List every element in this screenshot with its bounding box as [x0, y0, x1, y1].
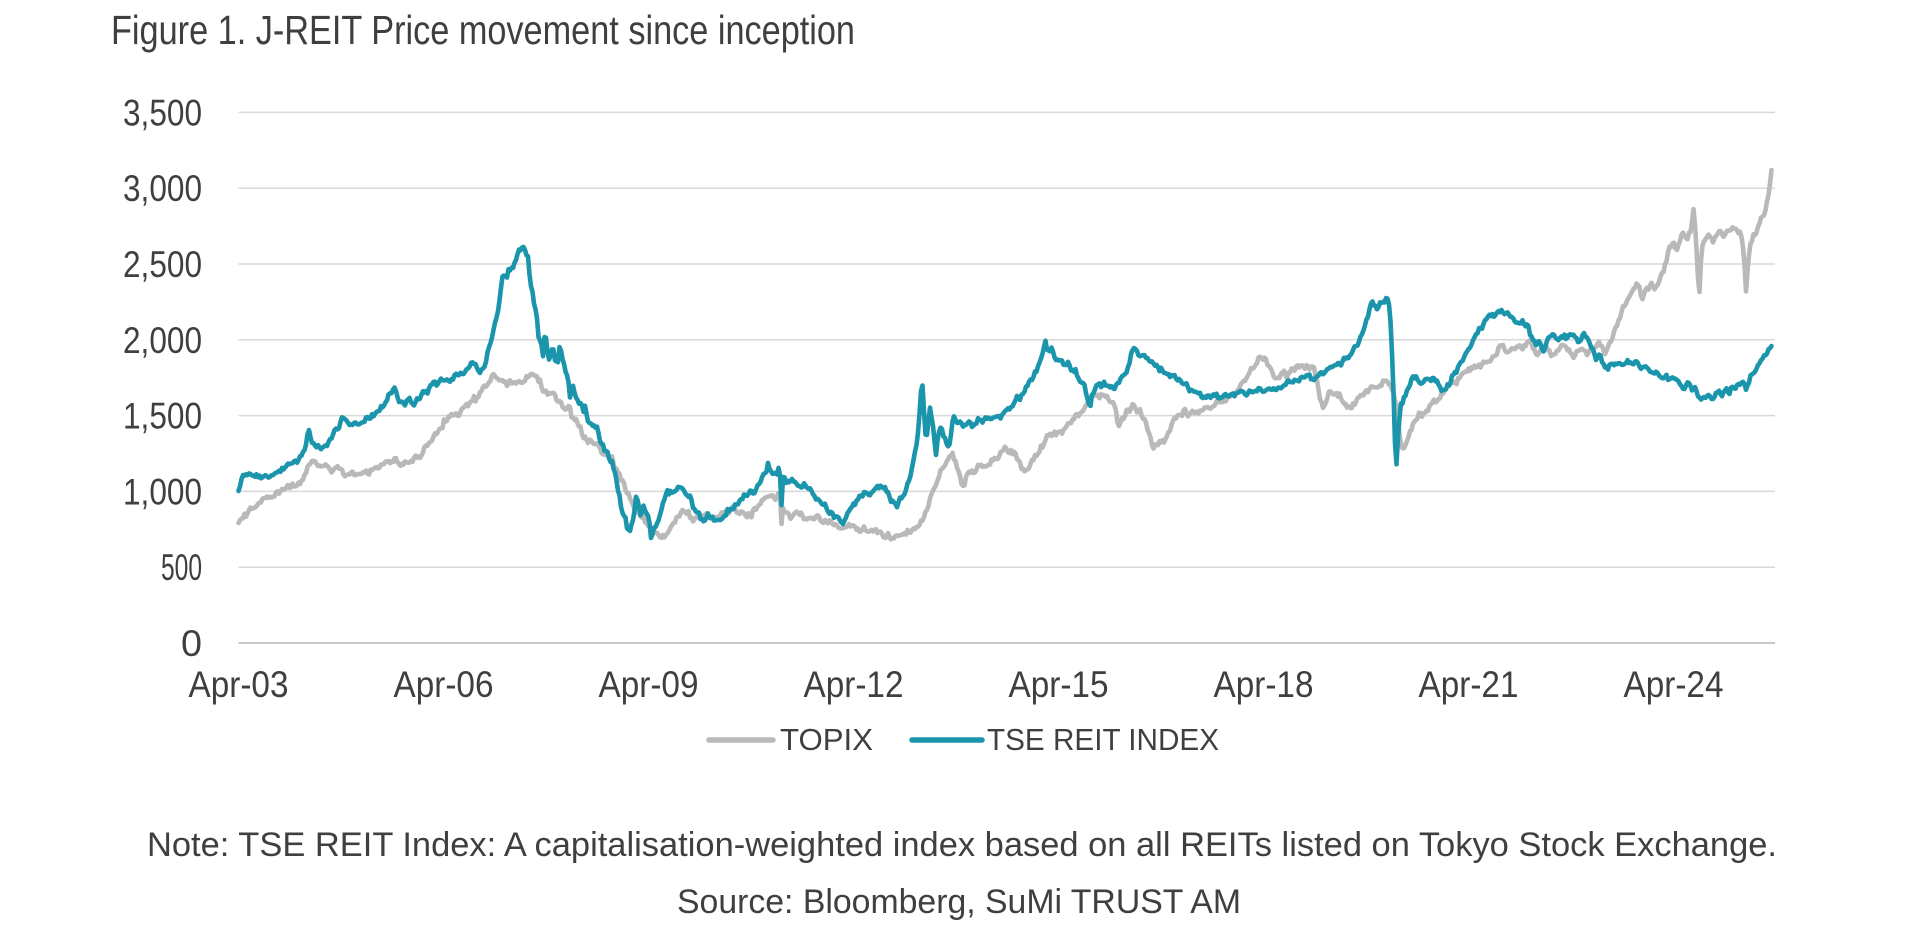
svg-text:Apr-15: Apr-15 — [1009, 664, 1109, 705]
svg-text:2,500: 2,500 — [123, 244, 202, 285]
svg-text:TSE REIT INDEX: TSE REIT INDEX — [987, 722, 1219, 757]
svg-text:1,000: 1,000 — [123, 471, 202, 512]
svg-text:Note: TSE REIT Index: A capita: Note: TSE REIT Index: A capitalisation-w… — [147, 826, 1777, 864]
svg-text:2,000: 2,000 — [123, 320, 202, 361]
svg-text:500: 500 — [161, 547, 202, 588]
svg-text:Figure 1. J-REIT Price movemen: Figure 1. J-REIT Price movement since in… — [111, 7, 855, 53]
svg-text:Source: Bloomberg, SuMi TRUST: Source: Bloomberg, SuMi TRUST AM — [677, 883, 1241, 921]
svg-text:Apr-21: Apr-21 — [1419, 664, 1519, 705]
svg-text:Apr-06: Apr-06 — [394, 664, 494, 705]
svg-text:Apr-03: Apr-03 — [189, 664, 289, 705]
svg-text:Apr-09: Apr-09 — [599, 664, 699, 705]
svg-text:TOPIX: TOPIX — [780, 722, 873, 757]
svg-text:1,500: 1,500 — [123, 396, 202, 437]
svg-text:3,500: 3,500 — [123, 92, 202, 133]
svg-text:Apr-24: Apr-24 — [1624, 664, 1724, 705]
svg-text:0: 0 — [181, 623, 202, 664]
svg-text:Apr-18: Apr-18 — [1214, 664, 1314, 705]
svg-text:Apr-12: Apr-12 — [804, 664, 904, 705]
svg-text:3,000: 3,000 — [123, 168, 202, 209]
